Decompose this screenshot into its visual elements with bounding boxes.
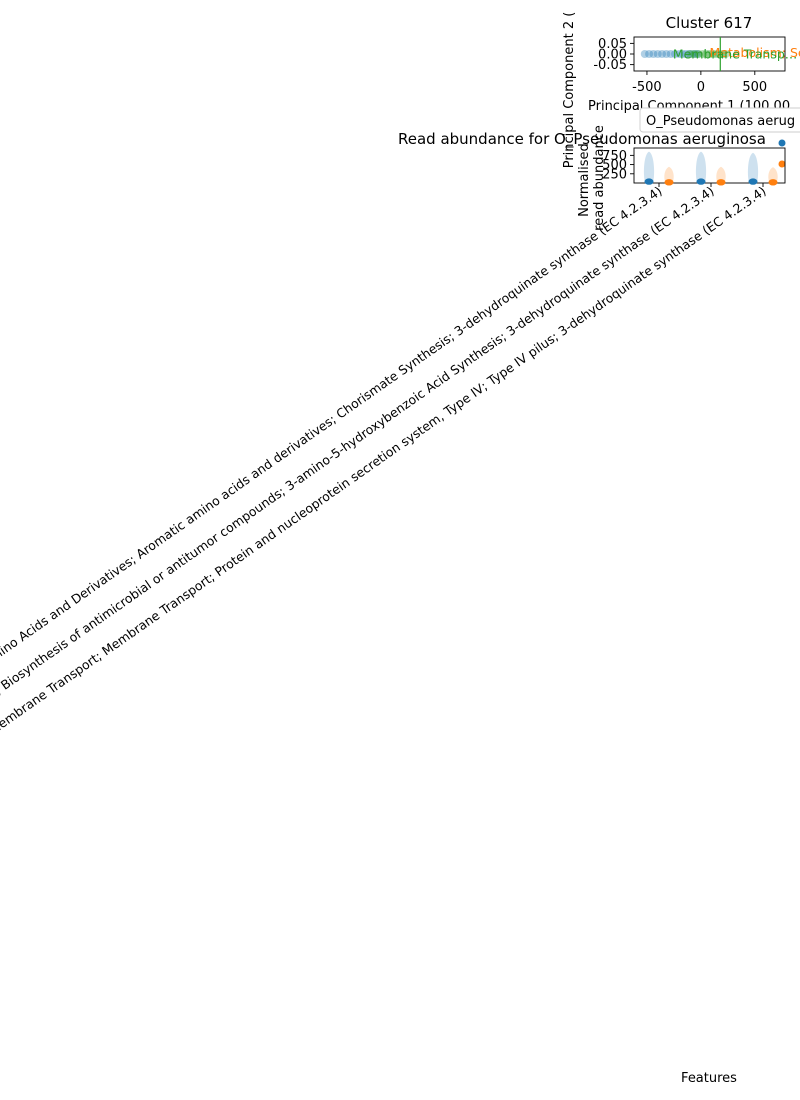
pca-x-tick-label: 500 — [742, 80, 767, 95]
violin-median-dot — [716, 179, 726, 186]
pca-panel: Cluster 617 Metabolism; SecMembrane Tran… — [562, 12, 800, 169]
pca-y-tick-label: -0.05 — [593, 58, 627, 73]
pca-y-tick-label: 0.00 — [598, 48, 627, 63]
legend-marker — [778, 139, 786, 147]
pca-point — [721, 50, 730, 58]
violin-y-tick-label: 250 — [602, 167, 627, 182]
legend: O_Pseudomonas aerug — [639, 107, 800, 168]
violin-ticks: 750500250Metabolism; Amino Acids and Der… — [0, 149, 769, 739]
violin-panel: Read abundance for O_Pseudomonas aerugin… — [0, 125, 786, 1086]
violin-shape — [768, 167, 778, 183]
legend-title: O_Pseudomonas aerug — [646, 114, 795, 129]
pca-point — [708, 50, 717, 58]
violin-shape — [643, 151, 655, 183]
violin-category-label: Membrane Transport; Membrane Transport; … — [0, 183, 769, 737]
pca-point — [649, 50, 658, 58]
pca-point — [691, 50, 700, 58]
violin-title: Read abundance for O_Pseudomonas aerugin… — [398, 130, 766, 149]
pca-point — [681, 50, 690, 58]
pca-point — [702, 50, 711, 58]
pca-point — [715, 50, 724, 58]
violin-shape — [747, 152, 759, 183]
pca-y-tick-label: 0.05 — [598, 37, 627, 52]
violin-median-dot — [768, 179, 778, 186]
violin-marks — [643, 151, 778, 186]
pca-point — [670, 50, 679, 58]
pca-x-tick-label: -500 — [632, 80, 662, 95]
legend-marker — [778, 160, 786, 168]
pca-point — [678, 50, 687, 58]
violin-x-axis-label: Features — [681, 1071, 737, 1086]
violin-y-tick-label: 750 — [602, 149, 627, 164]
pca-point — [640, 50, 649, 58]
pca-point — [693, 50, 702, 58]
pca-point — [666, 50, 675, 58]
violin-shape — [664, 166, 674, 183]
violin-y-axis-label: Normalised read abundance — [577, 125, 607, 231]
pca-point — [685, 50, 694, 58]
pca-y-axis-label: Principal Component 2 ( — [562, 12, 577, 169]
violin-median-dot — [644, 178, 654, 185]
pca-annotation: Metabolism; Sec — [710, 45, 800, 60]
violin-y-tick-label: 500 — [602, 158, 627, 173]
violin-shape — [716, 166, 726, 183]
violin-median-dot — [748, 178, 758, 185]
pca-marks: Metabolism; SecMembrane Transp… — [640, 37, 800, 71]
pca-annotation: Membrane Transp… — [673, 46, 797, 61]
violin-axes-frame — [633, 147, 786, 184]
pca-point — [699, 50, 708, 58]
violin-median-dot — [696, 178, 706, 185]
pca-point — [662, 50, 671, 58]
pca-point — [645, 50, 654, 58]
pca-point — [686, 50, 695, 58]
pca-point — [690, 50, 699, 58]
pca-point — [653, 50, 662, 58]
pca-title: Cluster 617 — [666, 14, 753, 32]
pca-point — [688, 50, 697, 58]
pca-point — [658, 50, 667, 58]
violin-median-dot — [664, 179, 674, 186]
pca-ticks: -500 0 500 0.050.00-0.05 — [593, 37, 767, 95]
violin-shape — [695, 151, 707, 183]
pca-point — [705, 50, 714, 58]
pca-point — [711, 50, 720, 58]
legend-box — [639, 107, 800, 133]
pca-point — [675, 50, 684, 58]
pca-x-tick-label: 0 — [697, 80, 705, 95]
pca-point — [694, 50, 703, 58]
